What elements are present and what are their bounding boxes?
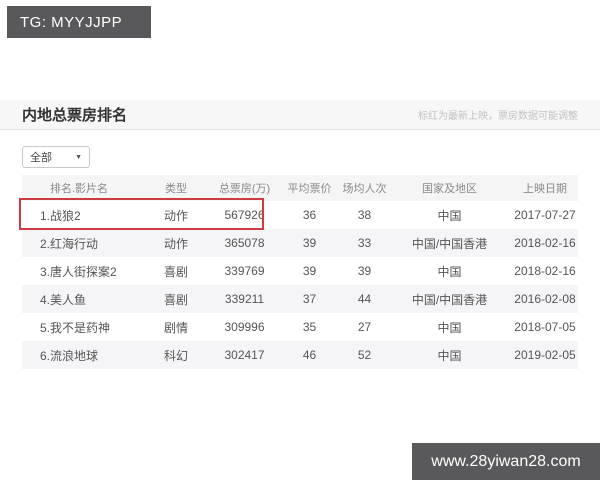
movie-type: 科幻 [163, 348, 188, 363]
movie-region: 中国 [437, 348, 462, 363]
movie-boxoffice: 567926 [224, 208, 265, 222]
column-header-attendance: 场均人次 [342, 183, 387, 195]
table-header-row: 排名.影片名 类型 总票房(万) 平均票价 场均人次 国家及地区 上映日期 [22, 175, 578, 201]
movie-avg-price: 39 [302, 236, 317, 250]
table-row[interactable]: 3.唐人街探案2 喜剧 339769 39 39 中国 2018-02-16 [22, 257, 578, 285]
movie-name: 6.流浪地球 [40, 348, 99, 363]
movie-release-date: 2018-02-16 [514, 264, 576, 278]
movie-attendance: 44 [357, 292, 372, 306]
page-title: 内地总票房排名 [22, 107, 128, 124]
movie-type: 动作 [163, 208, 188, 223]
movie-name: 2.红海行动 [40, 236, 99, 251]
movie-region: 中国/中国香港 [411, 292, 488, 307]
movie-avg-price: 46 [302, 348, 317, 362]
column-header-rank-name: 排名.影片名 [50, 183, 109, 195]
table-row[interactable]: 5.我不是药神 剧情 309996 35 27 中国 2018-07-05 [22, 313, 578, 341]
movie-name: 3.唐人街探案2 [40, 264, 117, 279]
movie-type: 喜剧 [163, 264, 188, 279]
movie-avg-price: 37 [302, 292, 317, 306]
movie-release-date: 2018-02-16 [514, 236, 576, 250]
title-bar: 内地总票房排名 标红为最新上映，票房数据可能调整 [0, 100, 600, 130]
movie-attendance: 39 [357, 264, 372, 278]
movie-type: 喜剧 [163, 292, 188, 307]
movie-release-date: 2017-07-27 [514, 208, 576, 222]
table-row[interactable]: 2.红海行动 动作 365078 39 33 中国/中国香港 2018-02-1… [22, 229, 578, 257]
movie-region: 中国 [437, 320, 462, 335]
type-filter-dropdown[interactable]: 全部 ▼ [22, 146, 90, 168]
bottom-watermark-text: www.28yiwan28.com [431, 452, 581, 470]
movie-region: 中国 [437, 208, 462, 223]
movie-boxoffice: 339769 [224, 264, 265, 278]
movie-release-date: 2018-07-05 [514, 320, 576, 334]
movie-boxoffice: 339211 [224, 292, 265, 306]
update-note: 标红为最新上映，票房数据可能调整 [418, 111, 578, 122]
movie-avg-price: 39 [302, 264, 317, 278]
movie-name: 5.我不是药神 [40, 320, 111, 335]
top-watermark: TG: MYYJJPP [7, 6, 151, 38]
bottom-watermark: www.28yiwan28.com [412, 443, 600, 480]
chevron-down-icon: ▼ [75, 153, 82, 161]
movie-boxoffice: 302417 [224, 348, 265, 362]
movie-type: 剧情 [163, 320, 188, 335]
movie-attendance: 38 [357, 208, 372, 222]
movie-release-date: 2019-02-05 [514, 348, 576, 362]
column-header-type: 类型 [165, 183, 187, 195]
table-row[interactable]: 6.流浪地球 科幻 302417 46 52 中国 2019-02-05 [22, 341, 578, 369]
movie-boxoffice: 365078 [224, 236, 265, 250]
top-watermark-text: TG: MYYJJPP [20, 13, 123, 31]
movie-attendance: 52 [357, 348, 372, 362]
movie-region: 中国 [437, 264, 462, 279]
movie-boxoffice: 309996 [224, 320, 265, 334]
movie-release-date: 2016-02-08 [514, 292, 576, 306]
ranking-table: 排名.影片名 类型 总票房(万) 平均票价 场均人次 国家及地区 上映日期 1.… [19, 175, 578, 369]
movie-region: 中国/中国香港 [411, 236, 488, 251]
table-row[interactable]: 1.战狼2 动作 567926 36 38 中国 2017-07-27 [22, 201, 578, 229]
column-header-boxoffice: 总票房(万) [218, 183, 271, 195]
column-header-region: 国家及地区 [422, 183, 477, 195]
movie-avg-price: 35 [302, 320, 317, 334]
movie-name: 1.战狼2 [40, 208, 81, 223]
movie-name: 4.美人鱼 [40, 292, 87, 307]
column-header-avg-price: 平均票价 [287, 183, 332, 195]
table-row[interactable]: 4.美人鱼 喜剧 339211 37 44 中国/中国香港 2016-02-08 [22, 285, 578, 313]
filter-selected-value: 全部 [30, 152, 52, 164]
column-header-release-date: 上映日期 [523, 183, 567, 195]
movie-avg-price: 36 [302, 208, 317, 222]
movie-type: 动作 [163, 236, 188, 251]
movie-attendance: 27 [357, 320, 372, 334]
movie-attendance: 33 [357, 236, 372, 250]
